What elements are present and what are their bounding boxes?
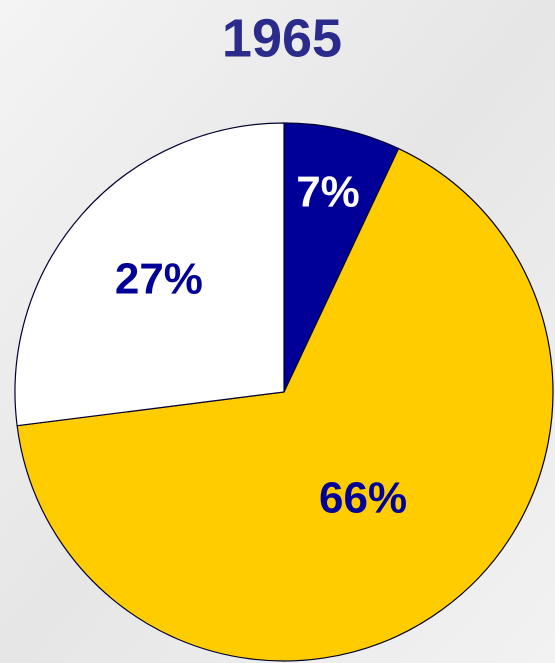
chart-title: 1965 (222, 8, 342, 68)
pie-slice (283, 122, 400, 393)
pie-slice (14, 122, 285, 427)
data-label: 66% (319, 473, 407, 522)
data-label: 27% (115, 254, 203, 303)
data-label: 7% (296, 168, 360, 217)
pie-slice (16, 147, 554, 662)
